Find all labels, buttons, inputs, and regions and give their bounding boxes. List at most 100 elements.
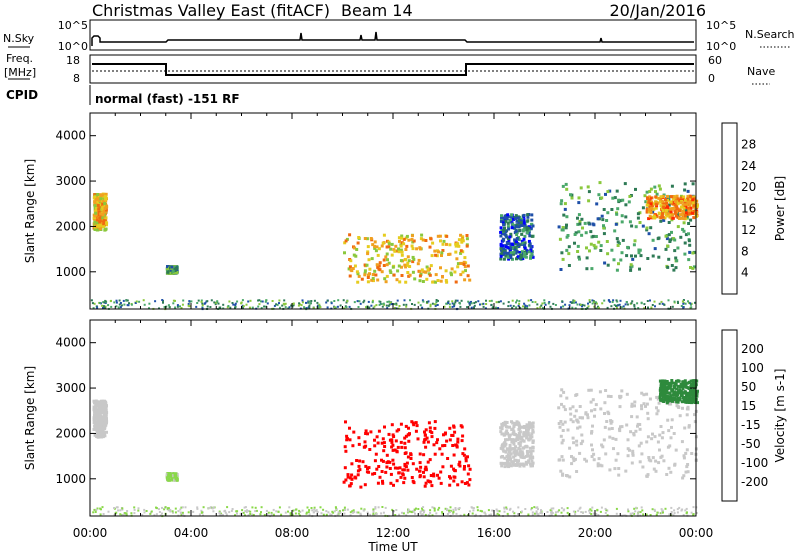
power-echo-cell — [374, 249, 378, 253]
velocity-colorbar-tick: -200 — [741, 475, 768, 489]
power-echo-cell — [527, 228, 531, 232]
velocity-groundscatter-cell — [251, 506, 254, 509]
power-groundscatter-cell — [118, 303, 121, 306]
power-echo-cell — [673, 211, 677, 215]
velocity-echo-cell — [507, 435, 511, 439]
power-groundscatter-cell — [339, 304, 342, 307]
velocity-echo-cell — [604, 452, 608, 456]
power-echo-cell — [348, 274, 352, 278]
power-groundscatter-cell — [107, 304, 110, 307]
velocity-echo-cell — [380, 470, 384, 473]
velocity-groundscatter-cell — [505, 507, 508, 510]
velocity-echo-cell — [531, 449, 535, 453]
velocity-echo-cell — [655, 412, 659, 416]
power-groundscatter-cell — [242, 305, 245, 308]
velocity-groundscatter-cell — [506, 512, 509, 515]
power-echo-cell — [641, 206, 645, 210]
velocity-groundscatter-cell — [143, 511, 146, 514]
velocity-groundscatter-cell — [308, 513, 311, 516]
velocity-groundscatter-cell — [670, 506, 673, 509]
power-groundscatter-cell — [176, 304, 179, 307]
power-echo-cell — [429, 237, 433, 241]
power-groundscatter-cell — [603, 299, 606, 302]
power-ytick-label: 2000 — [55, 219, 86, 233]
velocity-groundscatter-cell — [177, 510, 180, 513]
velocity-groundscatter-cell — [629, 513, 632, 516]
power-echo-cell — [395, 249, 399, 253]
power-groundscatter-cell — [386, 307, 389, 310]
velocity-echo-cell — [388, 467, 392, 470]
velocity-groundscatter-cell — [260, 506, 263, 509]
power-echo-cell — [95, 206, 99, 210]
velocity-groundscatter-cell — [246, 509, 248, 512]
power-echo-cell — [559, 268, 563, 271]
velocity-echo-cell — [685, 448, 689, 452]
velocity-echo-cell — [696, 389, 699, 393]
velocity-groundscatter-cell — [247, 514, 250, 517]
power-groundscatter-cell — [307, 301, 310, 304]
velocity-echo-cell — [667, 402, 671, 405]
velocity-echo-cell — [438, 447, 442, 451]
power-echo-cell — [638, 267, 641, 271]
power-echo-cell — [456, 242, 460, 246]
velocity-groundscatter-cell — [119, 513, 122, 516]
nave-label: Nave — [747, 65, 775, 78]
velocity-echo-cell — [463, 447, 467, 451]
velocity-groundscatter-cell — [314, 509, 317, 512]
power-groundscatter-cell — [226, 306, 229, 309]
power-echo-cell — [436, 279, 440, 282]
velocity-echo-cell — [97, 423, 101, 427]
power-groundscatter-cell — [568, 304, 571, 307]
power-groundscatter-cell — [248, 306, 251, 309]
velocity-echo-cell — [500, 424, 504, 428]
power-groundscatter-cell — [684, 302, 687, 305]
velocity-echo-cell — [590, 430, 594, 433]
velocity-groundscatter-cell — [299, 511, 302, 513]
velocity-echo-cell — [456, 483, 460, 487]
power-echo-cell — [503, 251, 507, 255]
velocity-echo-cell — [508, 443, 512, 447]
power-echo-cell — [410, 238, 414, 241]
power-echo-cell — [671, 216, 674, 220]
power-groundscatter-cell — [409, 299, 411, 302]
power-echo-cell — [528, 242, 532, 246]
velocity-groundscatter-cell — [126, 510, 129, 512]
power-echo-cell — [174, 267, 178, 270]
velocity-groundscatter-cell — [407, 508, 410, 511]
power-groundscatter-cell — [103, 306, 106, 309]
velocity-echo-cell — [688, 390, 692, 393]
velocity-echo-cell — [648, 397, 652, 401]
power-groundscatter-cell — [591, 302, 594, 305]
power-echo-cell — [632, 243, 636, 247]
velocity-echo-cell — [92, 399, 96, 403]
power-echo-cell — [512, 246, 516, 250]
power-echo-cell — [669, 210, 673, 214]
velocity-echo-cell — [529, 462, 532, 466]
velocity-echo-cell — [661, 389, 665, 392]
power-echo-cell — [348, 233, 352, 237]
velocity-groundscatter-cell — [181, 506, 184, 509]
power-echo-cell — [516, 255, 520, 259]
velocity-echo-cell — [393, 448, 397, 452]
power-echo-cell — [385, 263, 389, 267]
velocity-echo-cell — [646, 411, 650, 415]
xtick-label: 16:00 — [477, 526, 512, 540]
power-echo-cell — [519, 256, 523, 260]
power-groundscatter-cell — [574, 307, 577, 310]
velocity-echo-cell — [361, 460, 365, 464]
power-echo-cell — [445, 234, 449, 238]
power-echo-cell — [613, 196, 617, 200]
power-echo-cell — [390, 253, 394, 257]
power-echo-cell — [461, 270, 465, 274]
velocity-echo-cell — [441, 465, 445, 469]
velocity-echo-cell — [503, 444, 507, 448]
power-echo-cell — [172, 265, 176, 269]
velocity-groundscatter-cell — [590, 509, 593, 512]
velocity-groundscatter-cell — [505, 506, 508, 509]
velocity-groundscatter-cell — [141, 513, 144, 516]
power-echo-cell — [520, 224, 524, 227]
velocity-echo-cell — [350, 462, 354, 466]
power-groundscatter-cell — [676, 300, 679, 303]
power-groundscatter-cell — [372, 307, 375, 310]
